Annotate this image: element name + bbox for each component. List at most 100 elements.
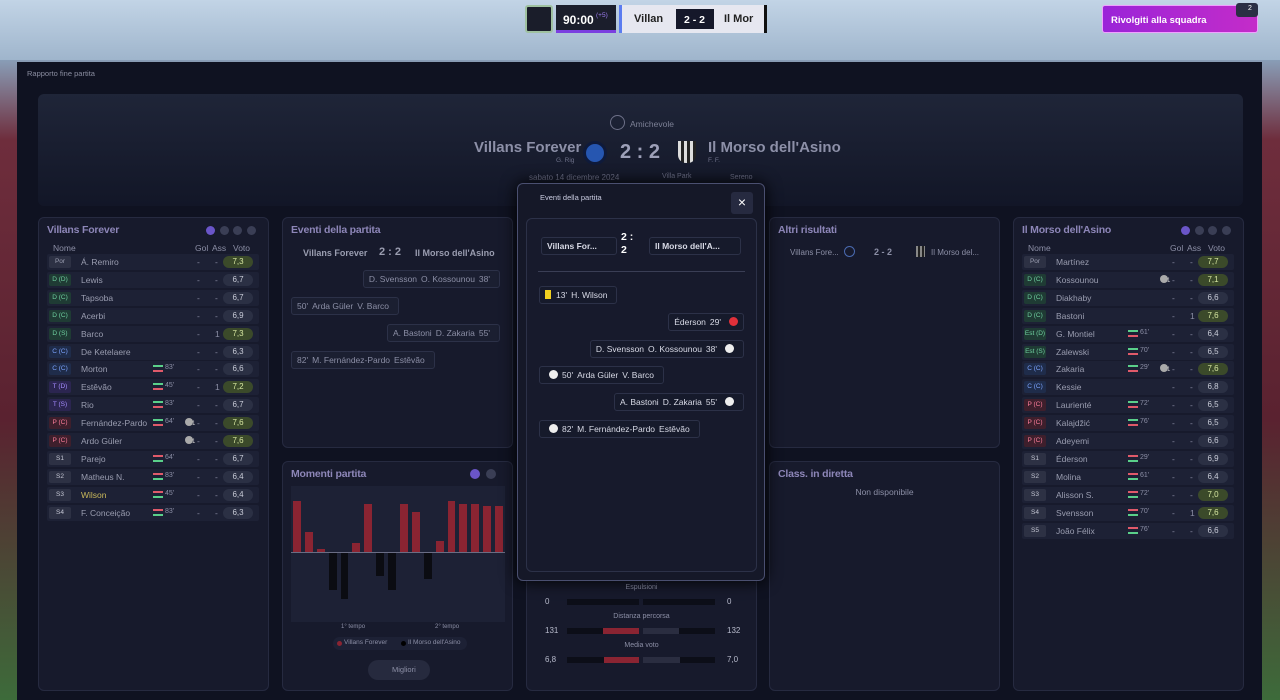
player-row[interactable]: S3 Alisson S. 72' - -7,0 — [1022, 486, 1234, 503]
position-badge: C (C) — [49, 363, 71, 376]
event-item[interactable]: Éderson 29' — [668, 312, 744, 331]
player-row[interactable]: S1 Parejo 64' - -6,7 — [47, 450, 259, 467]
player-row[interactable]: C (C) De Ketelaere - -6,3 — [47, 343, 259, 360]
player-row[interactable]: T (D) Estêvão 45' - 1 7,2 — [47, 379, 259, 396]
position-badge: D (S) — [49, 327, 71, 340]
events-modal: Eventi della partita × Villans For... 2 : 2… — [517, 183, 765, 581]
away-short: Il Mor — [724, 13, 754, 25]
sub-arrow — [1128, 365, 1138, 373]
result-score: 2 - 2 — [874, 247, 893, 257]
player-row[interactable]: D (C) Acerbi - -6,9 — [47, 307, 259, 324]
player-row[interactable]: S3 Wilson 45' - -6,4 — [47, 486, 259, 503]
sub-arrow — [1128, 490, 1138, 498]
column-rating: Voto — [1208, 243, 1226, 253]
assists: - — [215, 418, 218, 429]
page-dot[interactable] — [1181, 226, 1190, 235]
event-assist: Estêvão — [659, 424, 690, 434]
player-name: Kalajdžić — [1056, 418, 1091, 429]
event-icon — [545, 290, 551, 299]
page-dot[interactable] — [206, 226, 215, 235]
player-row[interactable]: S2 Matheus N. 83' - -6,4 — [47, 468, 259, 485]
player-name: G. Montiel — [1056, 328, 1095, 339]
page-dot[interactable] — [470, 469, 480, 479]
player-row[interactable]: P (C) Kalajdžić 76' - -6,5 — [1022, 415, 1234, 432]
player-name: Wilson — [81, 489, 107, 500]
page-dot[interactable] — [233, 226, 242, 235]
home-manager: G. Rig — [556, 157, 575, 164]
assists: - — [215, 507, 218, 518]
page-dot[interactable] — [1222, 226, 1231, 235]
stat-home-track — [567, 657, 639, 663]
player-row[interactable]: D (C) Kossounou 1- -7,1 — [1022, 271, 1234, 288]
player-row[interactable]: S4 F. Conceição 83' - -6,3 — [47, 504, 259, 521]
event-item[interactable]: 13' H. Wilson — [539, 286, 618, 304]
page-dot[interactable] — [1208, 226, 1217, 235]
player-row[interactable]: S4 Svensson 70' - 1 7,6 — [1022, 504, 1234, 521]
modal-close-button[interactable]: × — [731, 192, 753, 214]
goal-icon — [1160, 364, 1168, 373]
sub-minute: 83' — [165, 507, 175, 515]
event-item[interactable]: 82' M. Fernández-Pardo Estêvão — [539, 420, 700, 438]
player-row[interactable]: D (S) Barco - 1 7,3 — [47, 325, 259, 342]
player-row[interactable]: S2 Molina 61' - -6,4 — [1022, 468, 1234, 485]
sub-arrow — [1128, 329, 1138, 337]
rating: 6,6 — [1198, 435, 1228, 447]
player-row[interactable]: S1 Éderson 29' - -6,9 — [1022, 450, 1234, 467]
player-row[interactable]: Est (D) G. Montiel 61' - -6,4 — [1022, 325, 1234, 342]
player-row[interactable]: S5 João Félix 76' - -6,6 — [1022, 522, 1234, 539]
position-badge: D (C) — [1024, 291, 1046, 304]
player-row[interactable]: D (C) Bastoni - 1 7,6 — [1022, 307, 1234, 324]
player-row[interactable]: C (C) Morton 83' - -6,6 — [47, 361, 259, 378]
assists: - — [1190, 382, 1193, 393]
home-moment-bar — [400, 503, 408, 552]
player-row[interactable]: D (D) Lewis - -6,7 — [47, 271, 259, 288]
page-dot[interactable] — [247, 226, 256, 235]
player-row[interactable]: C (C) Kessie - -6,8 — [1022, 379, 1234, 396]
player-name: Rio — [81, 400, 94, 411]
best-moments-button[interactable]: Migliori — [368, 660, 430, 680]
rating: 6,6 — [1198, 291, 1228, 304]
player-row[interactable]: P (C) Laurienté 72' - -6,5 — [1022, 397, 1234, 414]
player-row[interactable]: Por Á. Remiro - -7,3 — [47, 254, 259, 270]
player-row[interactable]: D (C) Diakhaby - -6,6 — [1022, 289, 1234, 306]
goals: - — [197, 471, 200, 482]
weather: Sereno — [730, 174, 753, 181]
player-row[interactable]: C (C) Zakaria 29' 1- -7,6 — [1022, 361, 1234, 378]
player-name: Matheus N. — [81, 471, 125, 482]
assists: - — [215, 471, 218, 482]
player-row[interactable]: P (C) Adeyemi - -6,6 — [1022, 433, 1234, 449]
goals: - — [1172, 489, 1175, 500]
sub-minute: 70' — [1140, 507, 1150, 515]
team-talk-button[interactable]: Rivolgiti alla squadra — [1102, 5, 1258, 33]
assists: - — [1190, 489, 1193, 500]
moments-chart — [291, 486, 505, 622]
player-row[interactable]: T (S) Rio 83' - -6,7 — [47, 397, 259, 414]
player-row[interactable]: P (C) Fernández-Pardo 64' 1- -7,6 — [47, 415, 259, 432]
first-half-label: 1° tempo — [341, 624, 366, 630]
player-name: Lewis — [81, 274, 103, 285]
event-item[interactable]: D. Svensson O. Kossounou 38' — [589, 339, 744, 358]
page-dot[interactable] — [486, 469, 496, 479]
stat-home-track — [567, 599, 639, 605]
rating: 6,6 — [1198, 524, 1228, 537]
player-row[interactable]: Por Martínez - -7,7 — [1022, 254, 1234, 270]
page-dot[interactable] — [1195, 226, 1204, 235]
event-item[interactable]: A. Bastoni D. Zakaria 55' — [613, 393, 744, 412]
rating: 6,4 — [223, 470, 253, 483]
rating: 7,2 — [223, 381, 253, 394]
event-player: M. Fernández-Pardo — [312, 355, 391, 365]
stat-away-track — [643, 599, 715, 605]
event-player: Arda Güler — [312, 301, 354, 311]
player-name: Svensson — [1056, 507, 1094, 518]
goals: - — [1172, 346, 1175, 357]
sub-arrow — [153, 401, 163, 409]
rating: 7,3 — [223, 256, 253, 268]
player-row[interactable]: P (C) Ardo Güler 1- -7,6 — [47, 433, 259, 449]
result-away: Il Morso del... — [931, 248, 980, 257]
event-item[interactable]: 50' Arda Güler V. Barco — [539, 366, 665, 385]
page-dot[interactable] — [220, 226, 229, 235]
player-row[interactable]: D (C) Tapsoba - -6,7 — [47, 289, 259, 306]
player-row[interactable]: Est (S) Zalewski 70' - -6,5 — [1022, 343, 1234, 360]
panel-title: Momenti partita — [291, 468, 367, 480]
